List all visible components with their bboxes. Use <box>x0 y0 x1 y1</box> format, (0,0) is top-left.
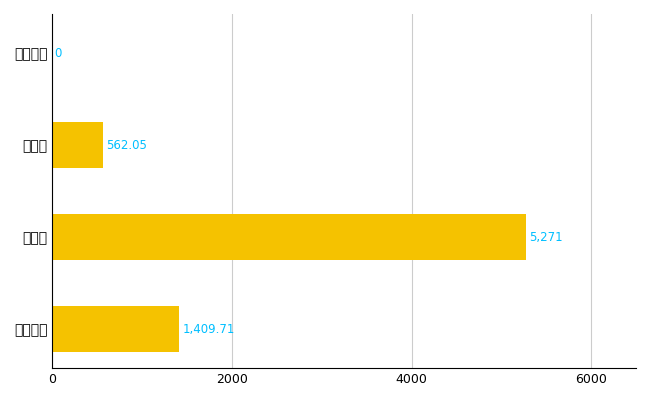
Text: 1,409.71: 1,409.71 <box>183 323 235 336</box>
Bar <box>52 122 103 168</box>
Text: 5,271: 5,271 <box>529 230 563 244</box>
Bar <box>52 306 179 352</box>
Bar <box>52 214 526 260</box>
Text: 0: 0 <box>55 46 62 60</box>
Text: 562.05: 562.05 <box>107 138 147 152</box>
